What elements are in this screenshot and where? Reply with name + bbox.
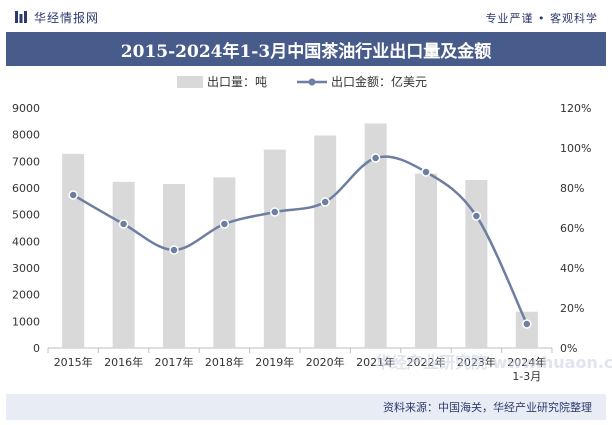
bar-export-volume — [263, 149, 286, 348]
legend-line-label: 出口金额：亿美元 — [331, 74, 427, 89]
y-right-tick-label: 120% — [560, 102, 591, 115]
y-left-tick-label: 7000 — [12, 155, 40, 168]
line-export-value — [72, 155, 528, 325]
legend-bar-label: 出口量：吨 — [207, 75, 267, 89]
x-tick-label: 2024年 1-3月 — [507, 355, 546, 383]
legend-line-marker — [308, 78, 316, 86]
line-point-export-value — [320, 197, 330, 207]
y-right-tick-label: 80% — [560, 182, 584, 195]
x-tick-label: 2017年 — [155, 355, 194, 369]
x-tick-label: 2015年 — [54, 355, 93, 369]
x-tick-label: 2022年 — [407, 355, 446, 369]
chart-title: 2015-2024年1-3月中国茶油行业出口量及金额 — [120, 41, 492, 62]
bar-export-volume — [465, 180, 488, 348]
bar-export-volume — [163, 184, 185, 348]
y-left-tick-label: 4000 — [12, 235, 40, 248]
source-text: 资料来源：中国海关，华经产业研究院整理 — [383, 401, 592, 414]
line-point-export-value — [169, 245, 179, 255]
bar-export-volume — [364, 123, 387, 348]
y-left-tick-label: 1000 — [12, 315, 40, 328]
line-point-export-value — [370, 153, 381, 163]
x-tick-label: 2018年 — [205, 355, 244, 369]
brand-logo-icon — [15, 11, 27, 23]
line-point-export-value — [68, 190, 78, 200]
brand: 华经情报网 — [14, 8, 99, 26]
bar-export-volume — [515, 311, 538, 348]
x-tick-label: 2020年 — [306, 355, 345, 369]
y-left-tick-label: 6000 — [12, 182, 40, 195]
bar-export-volume — [213, 177, 236, 348]
y-left-tick-label: 0 — [33, 342, 40, 355]
y-right-tick-label: 40% — [560, 262, 584, 275]
line-point-export-value — [270, 207, 280, 217]
top-bar: 华经情报网 专业严谨 • 客观科学 — [0, 0, 612, 32]
chart-area: 出口量：吨 出口金额：亿美元 0 1000 2000 3000 4000 5000 6000 70… — [12, 74, 612, 383]
line-point-export-value — [522, 319, 532, 329]
y-right-tick-label: 0% — [560, 342, 577, 355]
bar-export-volume — [314, 135, 337, 348]
line-point-export-value — [219, 219, 230, 229]
line-point-export-value — [471, 211, 482, 221]
x-tick-label: 2016年 — [104, 355, 143, 369]
watermark-text: 华经产业研究院 www.huaon.com — [375, 353, 612, 372]
y-right-tick-label: 20% — [560, 302, 584, 315]
bar-export-volume — [112, 181, 135, 348]
x-tick-label: 2019年 — [255, 355, 294, 369]
legend-bar-swatch — [177, 76, 203, 88]
y-left-tick-label: 3000 — [12, 262, 40, 275]
line-point-export-value — [118, 219, 129, 229]
bar-export-volume — [62, 153, 85, 348]
brand-name: 华经情报网 — [34, 10, 100, 25]
y-left-tick-label: 2000 — [12, 289, 40, 302]
bar-export-volume — [415, 173, 437, 348]
y-left-tick-label: 8000 — [12, 129, 40, 142]
y-left-tick-label: 9000 — [12, 102, 40, 115]
y-right-tick-label: 60% — [560, 222, 584, 235]
x-tick-label: 2021年 — [356, 355, 395, 369]
title-bar: 2015-2024年1-3月中国茶油行业出口量及金额 — [6, 32, 606, 66]
x-tick-label: 2023年 — [457, 355, 496, 369]
y-right-tick-label: 100% — [560, 142, 591, 155]
source-bar: 资料来源：中国海关，华经产业研究院整理 — [6, 394, 606, 420]
line-point-export-value — [421, 167, 431, 177]
y-left-tick-label: 5000 — [12, 209, 40, 222]
brand-slogan: 专业严谨 • 客观科学 — [485, 12, 598, 25]
